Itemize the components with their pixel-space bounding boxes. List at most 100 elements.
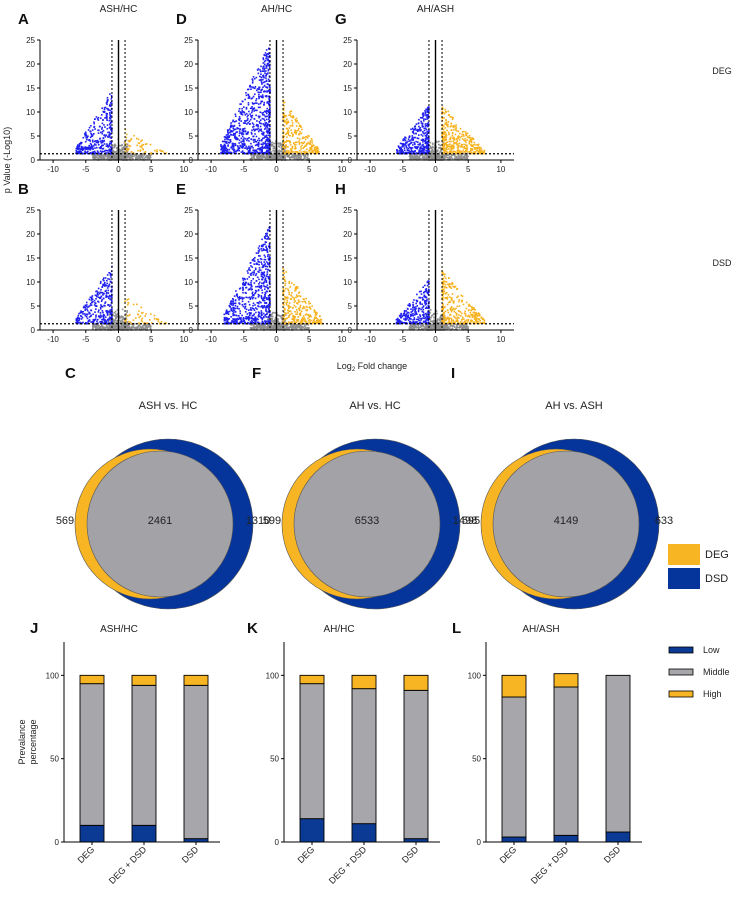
point-down bbox=[101, 130, 104, 133]
point-down bbox=[408, 143, 411, 145]
point-up bbox=[457, 135, 460, 137]
point-down bbox=[99, 140, 102, 142]
point-down bbox=[262, 111, 265, 114]
point-down bbox=[239, 132, 241, 134]
point-down bbox=[423, 114, 425, 117]
point-ns bbox=[429, 156, 431, 159]
point-down bbox=[398, 152, 401, 154]
point-ns bbox=[273, 156, 275, 159]
point-up bbox=[144, 315, 147, 317]
point-ns bbox=[277, 322, 280, 324]
point-ns bbox=[421, 154, 424, 157]
point-up bbox=[475, 149, 478, 152]
point-down bbox=[260, 73, 262, 76]
point-down bbox=[82, 306, 85, 309]
point-down bbox=[409, 151, 411, 154]
point-down bbox=[252, 108, 255, 111]
point-down bbox=[428, 150, 430, 152]
point-ns bbox=[281, 320, 284, 323]
point-ns bbox=[272, 149, 275, 152]
point-down bbox=[88, 144, 91, 147]
point-down bbox=[260, 101, 263, 103]
point-ns bbox=[289, 156, 291, 159]
point-down bbox=[106, 124, 109, 126]
point-up bbox=[128, 320, 130, 323]
point-ns bbox=[108, 154, 111, 157]
point-ns bbox=[119, 149, 121, 152]
point-down bbox=[90, 315, 92, 317]
point-down bbox=[106, 107, 108, 110]
point-down bbox=[229, 140, 232, 143]
point-down bbox=[220, 148, 222, 151]
point-down bbox=[103, 139, 106, 142]
point-down bbox=[89, 296, 92, 299]
point-up bbox=[286, 149, 288, 152]
point-up bbox=[444, 123, 446, 125]
point-up bbox=[480, 147, 482, 149]
point-up bbox=[465, 132, 467, 135]
point-down bbox=[241, 146, 244, 149]
point-down bbox=[267, 64, 269, 67]
y-tick-label: 0 bbox=[31, 326, 36, 335]
point-down bbox=[223, 140, 225, 143]
point-down bbox=[268, 61, 271, 64]
point-up bbox=[293, 142, 295, 144]
point-down bbox=[255, 123, 258, 126]
point-down bbox=[247, 150, 250, 152]
point-down bbox=[93, 133, 95, 135]
point-up bbox=[447, 145, 450, 148]
point-down bbox=[263, 54, 266, 57]
point-down bbox=[254, 149, 256, 152]
point-down bbox=[263, 101, 266, 104]
point-down bbox=[99, 131, 102, 134]
point-down bbox=[424, 137, 427, 140]
point-ns bbox=[444, 157, 446, 160]
point-down bbox=[262, 147, 265, 149]
point-down bbox=[108, 135, 111, 137]
point-down bbox=[102, 129, 105, 132]
point-down bbox=[267, 83, 269, 86]
point-down bbox=[264, 142, 267, 145]
point-down bbox=[267, 152, 270, 155]
point-down bbox=[265, 54, 267, 57]
point-down bbox=[81, 148, 84, 151]
point-down bbox=[411, 128, 414, 130]
point-down bbox=[259, 122, 261, 124]
panel-letter: A bbox=[18, 11, 29, 28]
point-up bbox=[471, 144, 474, 147]
point-down bbox=[254, 138, 256, 141]
point-down bbox=[82, 313, 84, 315]
point-up bbox=[451, 148, 454, 150]
point-ns bbox=[280, 322, 283, 325]
point-ns bbox=[122, 325, 125, 328]
point-down bbox=[268, 145, 271, 147]
point-down bbox=[267, 130, 270, 132]
point-down bbox=[425, 136, 428, 138]
point-down bbox=[101, 107, 103, 110]
point-ns bbox=[120, 327, 123, 330]
point-down bbox=[246, 115, 249, 118]
point-down bbox=[426, 136, 429, 139]
point-down bbox=[264, 90, 266, 93]
point-up bbox=[454, 128, 457, 130]
point-down bbox=[235, 131, 237, 134]
point-ns bbox=[432, 153, 435, 156]
point-ns bbox=[442, 142, 445, 144]
point-down bbox=[79, 315, 82, 317]
point-ns bbox=[101, 325, 104, 327]
point-down bbox=[101, 305, 103, 308]
point-down bbox=[265, 139, 268, 142]
point-up bbox=[458, 144, 460, 147]
point-up bbox=[454, 152, 457, 155]
point-down bbox=[268, 128, 271, 130]
point-down bbox=[234, 138, 237, 140]
point-up bbox=[137, 138, 140, 141]
point-ns bbox=[119, 327, 121, 329]
point-up bbox=[464, 150, 466, 153]
point-up bbox=[303, 146, 305, 149]
point-ns bbox=[280, 145, 283, 147]
point-down bbox=[97, 287, 100, 290]
point-ns bbox=[116, 157, 118, 160]
point-down bbox=[233, 133, 236, 136]
point-down bbox=[249, 85, 251, 88]
